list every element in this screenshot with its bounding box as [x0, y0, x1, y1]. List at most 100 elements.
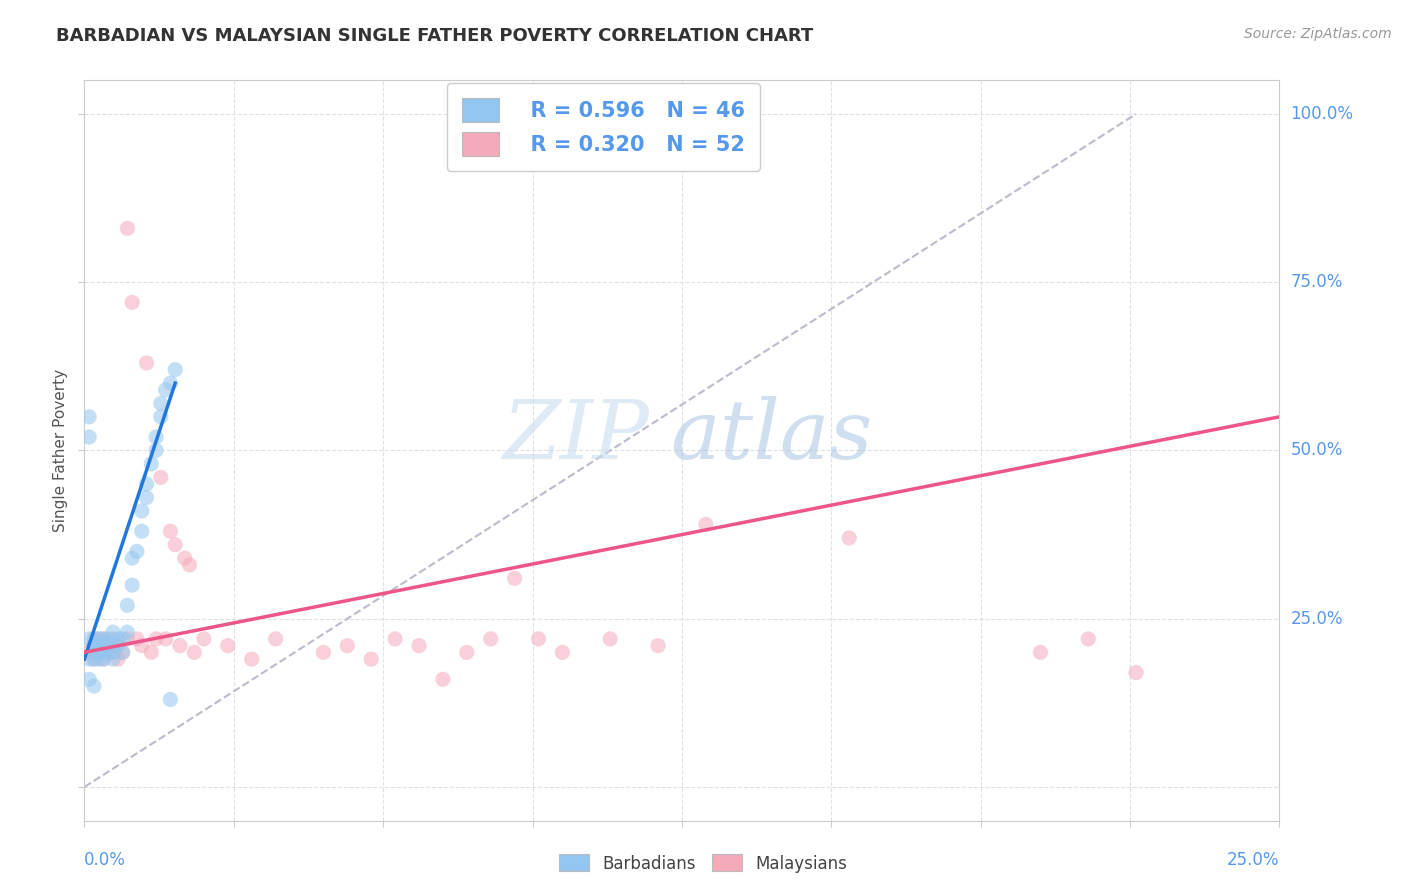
Point — [93, 632, 115, 646]
Point — [159, 524, 181, 539]
Point — [101, 645, 124, 659]
Point — [169, 639, 191, 653]
Point — [838, 531, 860, 545]
Point — [87, 632, 110, 646]
Point — [101, 645, 124, 659]
Point — [83, 632, 105, 646]
Text: BARBADIAN VS MALAYSIAN SINGLE FATHER POVERTY CORRELATION CHART: BARBADIAN VS MALAYSIAN SINGLE FATHER POV… — [56, 27, 814, 45]
Point — [83, 645, 105, 659]
Point — [145, 430, 167, 444]
Point — [145, 632, 167, 646]
Point — [1029, 645, 1052, 659]
Point — [83, 679, 105, 693]
Legend:   R = 0.596   N = 46,   R = 0.320   N = 52: R = 0.596 N = 46, R = 0.320 N = 52 — [447, 83, 759, 171]
Point — [384, 632, 406, 646]
Point — [240, 652, 263, 666]
Text: 25.0%: 25.0% — [1227, 851, 1279, 869]
Point — [77, 430, 100, 444]
Text: 75.0%: 75.0% — [1291, 273, 1343, 291]
Point — [456, 645, 478, 659]
Point — [408, 639, 430, 653]
Text: atlas: atlas — [671, 396, 872, 475]
Point — [125, 632, 148, 646]
Point — [135, 491, 157, 505]
Point — [149, 409, 172, 424]
Point — [121, 295, 143, 310]
Point — [111, 645, 134, 659]
Text: ZIP: ZIP — [503, 396, 650, 475]
Point — [647, 639, 669, 653]
Point — [173, 551, 195, 566]
Point — [97, 639, 120, 653]
Point — [77, 652, 100, 666]
Point — [97, 639, 120, 653]
Point — [97, 645, 120, 659]
Point — [131, 504, 153, 518]
Point — [87, 632, 110, 646]
Point — [93, 652, 115, 666]
Legend: Barbadians, Malaysians: Barbadians, Malaysians — [553, 847, 853, 880]
Point — [1077, 632, 1099, 646]
Point — [83, 639, 105, 653]
Point — [695, 517, 717, 532]
Point — [131, 639, 153, 653]
Point — [159, 692, 181, 706]
Point — [131, 524, 153, 539]
Point — [1125, 665, 1147, 680]
Point — [107, 652, 129, 666]
Point — [155, 383, 177, 397]
Point — [101, 652, 124, 666]
Point — [503, 571, 526, 585]
Text: 100.0%: 100.0% — [1291, 105, 1354, 123]
Point — [135, 477, 157, 491]
Point — [87, 639, 110, 653]
Point — [135, 356, 157, 370]
Point — [87, 645, 110, 659]
Y-axis label: Single Father Poverty: Single Father Poverty — [52, 369, 67, 532]
Point — [165, 362, 187, 376]
Point — [117, 599, 139, 613]
Text: Source: ZipAtlas.com: Source: ZipAtlas.com — [1244, 27, 1392, 41]
Point — [183, 645, 205, 659]
Point — [87, 645, 110, 659]
Point — [77, 673, 100, 687]
Point — [93, 645, 115, 659]
Point — [599, 632, 621, 646]
Point — [336, 639, 359, 653]
Point — [125, 544, 148, 558]
Point — [83, 652, 105, 666]
Point — [111, 645, 134, 659]
Point — [101, 632, 124, 646]
Point — [107, 639, 129, 653]
Point — [93, 639, 115, 653]
Point — [165, 538, 187, 552]
Point — [83, 652, 105, 666]
Point — [77, 645, 100, 659]
Point — [97, 632, 120, 646]
Point — [87, 652, 110, 666]
Point — [360, 652, 382, 666]
Point — [77, 409, 100, 424]
Point — [117, 625, 139, 640]
Point — [117, 632, 139, 646]
Text: 0.0%: 0.0% — [84, 851, 127, 869]
Point — [193, 632, 215, 646]
Point — [117, 221, 139, 235]
Point — [121, 578, 143, 592]
Point — [479, 632, 502, 646]
Text: 25.0%: 25.0% — [1291, 610, 1343, 628]
Point — [179, 558, 201, 572]
Point — [121, 551, 143, 566]
Point — [155, 632, 177, 646]
Point — [77, 632, 100, 646]
Point — [141, 457, 163, 471]
Point — [101, 625, 124, 640]
Point — [264, 632, 287, 646]
Point — [159, 376, 181, 391]
Text: 50.0%: 50.0% — [1291, 442, 1343, 459]
Point — [111, 632, 134, 646]
Point — [432, 673, 454, 687]
Point — [107, 639, 129, 653]
Point — [93, 632, 115, 646]
Point — [83, 639, 105, 653]
